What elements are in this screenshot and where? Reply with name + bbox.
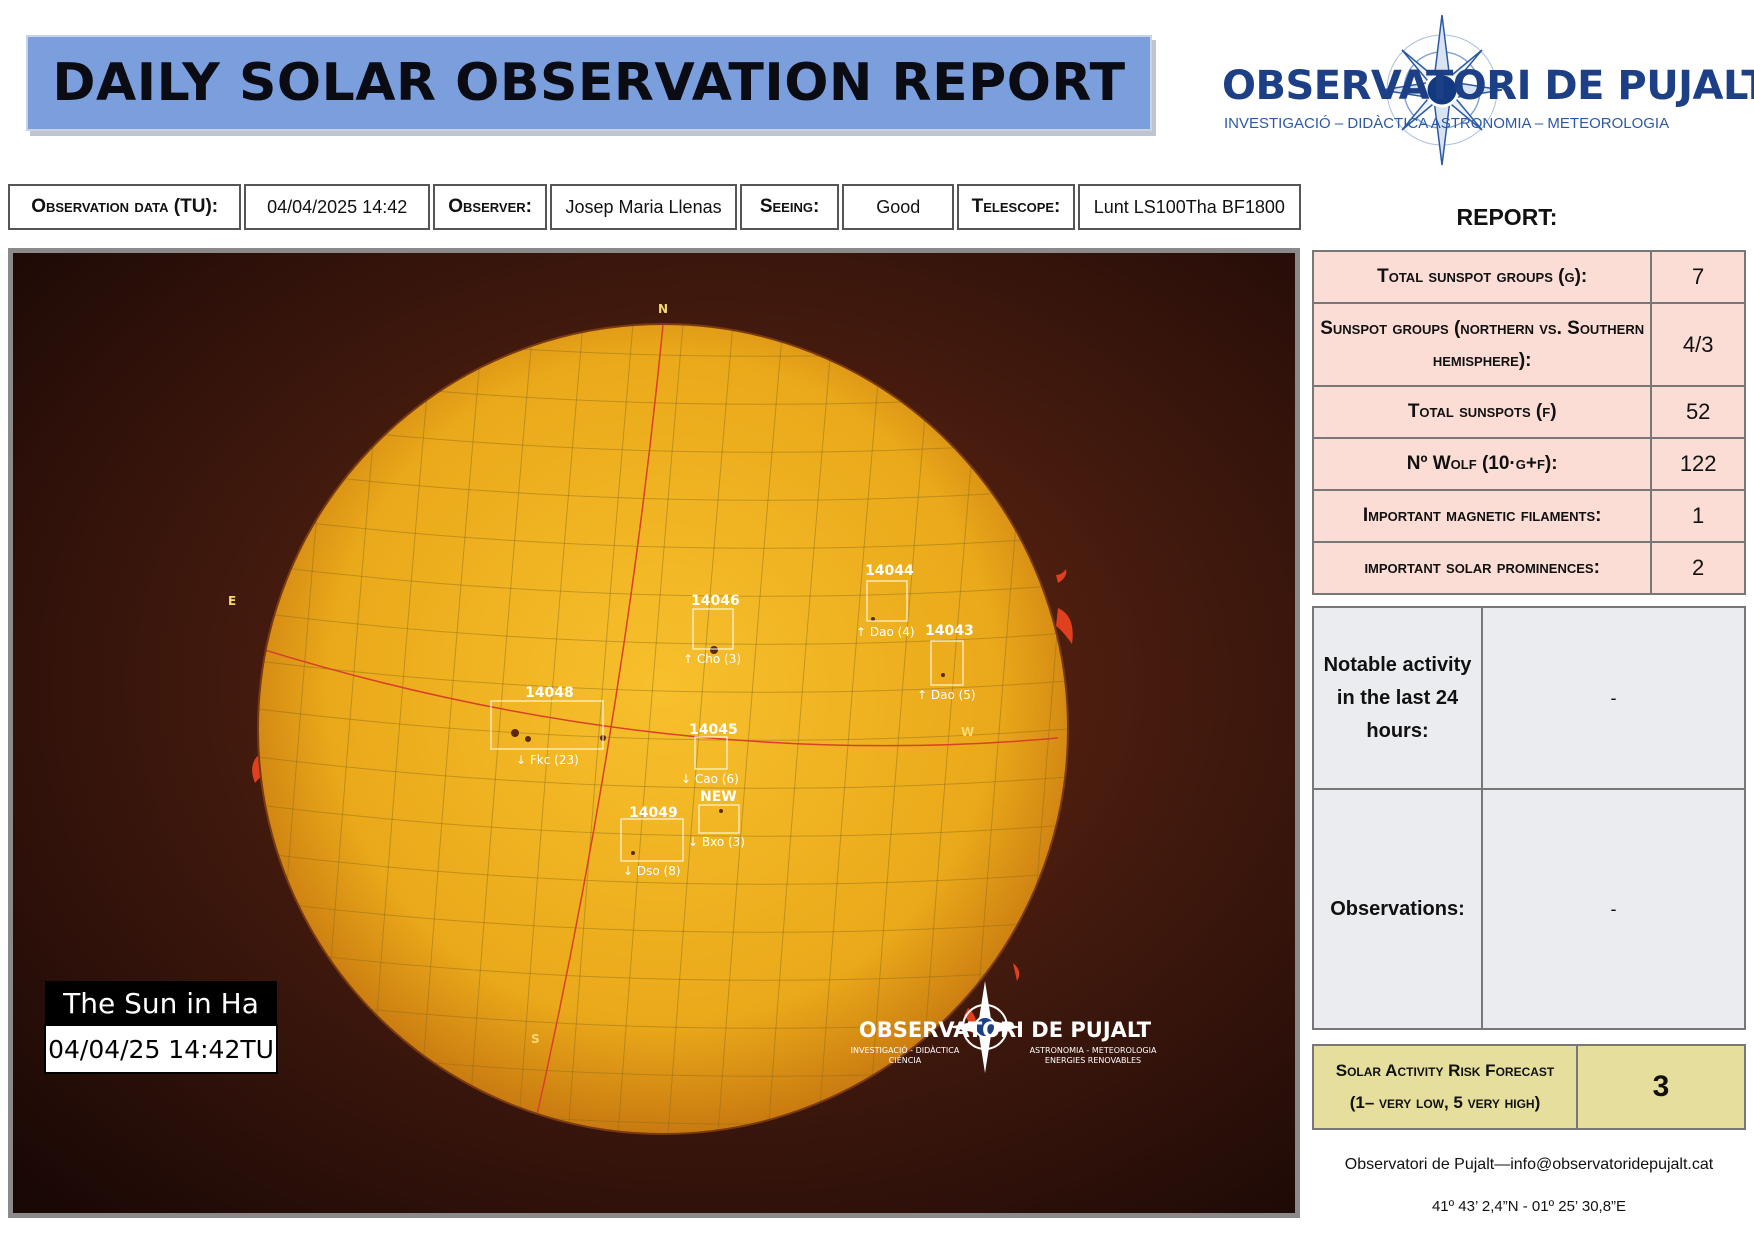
watermark-right: ASTRONOMIA - METEOROLOGIA xyxy=(1030,1046,1157,1055)
report-row-value: 2 xyxy=(1650,541,1746,595)
region-id: 14043 xyxy=(925,623,974,639)
west-label: W xyxy=(961,725,974,739)
region-id: 14044 xyxy=(865,563,914,579)
meridian-line xyxy=(532,324,664,1134)
notes-row: Observations: - xyxy=(1312,788,1746,1030)
risk-label-line2: (1– very low, 5 very high) xyxy=(1349,1093,1541,1112)
risk-label-line1: Solar Activity Risk Forecast xyxy=(1335,1061,1555,1080)
report-row-label: Nº Wolf (10·g+f): xyxy=(1311,437,1653,491)
region-class: ↓ Bxo (3) xyxy=(688,835,745,849)
footer-contact: Observatori de Pujalt—info@observatoride… xyxy=(1344,1156,1714,1173)
report-row: Important magnetic filaments: 1 xyxy=(1311,489,1746,543)
telescope-label: Telescope: xyxy=(957,184,1075,230)
risk-label: Solar Activity Risk Forecast (1– very lo… xyxy=(1312,1044,1578,1130)
region-class: ↓ Cao (6) xyxy=(681,772,739,786)
risk-value: 3 xyxy=(1576,1044,1746,1130)
region-class: ↑ Dao (4) xyxy=(856,625,915,639)
region-id: 14048 xyxy=(525,685,574,701)
report-row: Sunspot groups (northern vs. Southern he… xyxy=(1311,302,1746,387)
watermark-left2: CIÈNCIA xyxy=(889,1054,922,1065)
report-row: important solar prominences: 2 xyxy=(1311,541,1746,595)
region-boxes xyxy=(490,580,964,862)
title-banner: DAILY SOLAR OBSERVATION REPORT xyxy=(26,35,1152,131)
region-class: ↓ Dso (8) xyxy=(623,864,681,878)
report-row-label: Total sunspots (f) xyxy=(1311,385,1653,439)
axis-lines xyxy=(258,324,1059,1134)
report-row-label: Total sunspot groups (g): xyxy=(1311,250,1653,304)
region-class: ↓ Fkc (23) xyxy=(516,753,579,767)
watermark-right2: ENERGIES RENOVABLES xyxy=(1045,1056,1141,1065)
region-class: ↑ Dao (5) xyxy=(917,688,976,702)
watermark-name: OBSERVATORI DE PUJALT xyxy=(859,1018,1152,1042)
solar-disk xyxy=(258,324,1068,1134)
sunspots xyxy=(511,617,945,855)
logo-name: OBSERVATORI DE PUJALT xyxy=(1222,63,1754,109)
report-row-label: Important magnetic filaments: xyxy=(1311,489,1653,543)
seeing-label: Seeing: xyxy=(739,184,840,230)
region-class: ↑ Cho (3) xyxy=(683,652,741,666)
caption-title: The Sun in Ha xyxy=(62,987,259,1020)
region-id: 14046 xyxy=(691,593,740,609)
report-row-value: 1 xyxy=(1650,489,1746,543)
activity-value: - xyxy=(1481,606,1746,790)
activity-label: Notable activity in the last 24 hours: xyxy=(1312,606,1483,790)
watermark-logo: OBSERVATORI DE PUJALT INVESTIGACIÓ - DID… xyxy=(851,981,1157,1073)
watermark-left: INVESTIGACIÓ - DIDÀCTICA xyxy=(851,1044,960,1055)
report-row: Total sunspot groups (g): 7 xyxy=(1311,250,1746,304)
east-label: E xyxy=(228,594,236,608)
telescope-value: Lunt LS100Tha BF1800 xyxy=(1077,184,1301,230)
logo-subtitle: INVESTIGACIÓ – DIDÀCTICA ASTRONOMIA – ME… xyxy=(1224,115,1670,132)
report-row: Total sunspots (f) 52 xyxy=(1311,385,1746,439)
region-labels: 14046 ↑ Cho (3) 14044 ↑ Dao (4) 14043 ↑ … xyxy=(516,563,976,878)
report-row-value: 4/3 xyxy=(1650,302,1746,387)
north-label: N xyxy=(658,302,668,316)
report-row-value: 7 xyxy=(1650,250,1746,304)
notes-table: Notable activity in the last 24 hours: -… xyxy=(1312,606,1746,1030)
page-title: DAILY SOLAR OBSERVATION REPORT xyxy=(52,53,1126,113)
observations-value: - xyxy=(1481,788,1746,1030)
observations-label: Observations: xyxy=(1312,788,1483,1030)
report-row-label: important solar prominences: xyxy=(1311,541,1653,595)
compass-star-icon xyxy=(1381,14,1503,166)
sun-image-frame: N E W S 14046 ↑ Cho (3) 14044 ↑ Dao (4) … xyxy=(8,248,1300,1218)
observatory-logo: OBSERVATORI DE PUJALT INVESTIGACIÓ – DID… xyxy=(1210,5,1754,175)
report-row-label: Sunspot groups (northern vs. Southern he… xyxy=(1311,302,1653,387)
south-label: S xyxy=(531,1032,540,1046)
caption-date: 04/04/25 14:42TU xyxy=(48,1035,274,1064)
observer-label: Observer: xyxy=(433,184,548,230)
region-id: NEW xyxy=(700,789,737,805)
risk-row: Solar Activity Risk Forecast (1– very lo… xyxy=(1312,1044,1746,1130)
region-id: 14045 xyxy=(689,722,738,738)
report-row: Nº Wolf (10·g+f): 122 xyxy=(1311,437,1746,491)
seeing-value: Good xyxy=(842,184,955,230)
equator-line xyxy=(258,647,1059,747)
date-label: Observation data (TU): xyxy=(8,184,242,230)
caption-date-box xyxy=(44,1024,278,1074)
caption-title-box xyxy=(45,981,277,1025)
watermark-compass-icon xyxy=(949,981,1021,1073)
region-id: 14049 xyxy=(629,805,678,821)
footer-coordinates: 41º 43’ 2,4”N - 01º 25’ 30,8”E xyxy=(1431,1198,1627,1215)
sun-image: N E W S 14046 ↑ Cho (3) 14044 ↑ Dao (4) … xyxy=(13,253,1295,1213)
risk-forecast-table: Solar Activity Risk Forecast (1– very lo… xyxy=(1312,1044,1746,1130)
report-row-value: 52 xyxy=(1650,385,1746,439)
notes-row: Notable activity in the last 24 hours: - xyxy=(1312,606,1746,790)
report-table: Total sunspot groups (g): 7 Sunspot grou… xyxy=(1311,250,1746,595)
report-title: REPORT: xyxy=(1456,204,1558,230)
observation-info-row: Observation data (TU): 04/04/2025 14:42 … xyxy=(8,184,1304,230)
report-row-value: 122 xyxy=(1650,437,1746,491)
date-value: 04/04/2025 14:42 xyxy=(244,184,431,230)
observer-value: Josep Maria Llenas xyxy=(550,184,737,230)
